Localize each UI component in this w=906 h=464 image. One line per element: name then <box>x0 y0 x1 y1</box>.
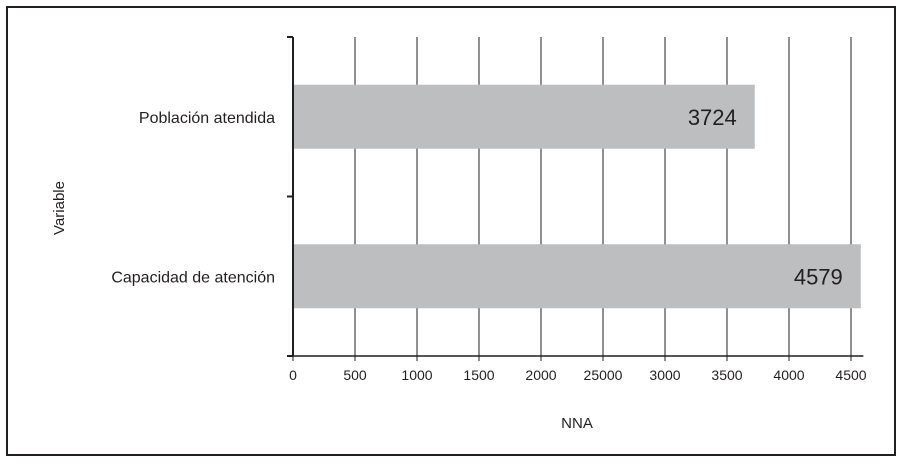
x-tick-label: 0 <box>289 367 297 383</box>
data-labels: 3724 4579 <box>688 105 843 290</box>
x-tick-label: 1000 <box>401 367 432 383</box>
x-tick-label: 3000 <box>649 367 680 383</box>
x-tick-label: 2000 <box>525 367 556 383</box>
x-tick-labels: 0 500 1000 1500 2000 25000 3000 3500 4000 4500 <box>289 367 867 383</box>
bar <box>293 84 755 149</box>
category-label: Población atendida <box>139 110 275 127</box>
x-tick-label: 4000 <box>773 367 804 383</box>
data-label: 3724 <box>688 105 737 130</box>
axes <box>287 36 864 361</box>
x-tick-label: 3500 <box>711 367 742 383</box>
category-labels: Población atendida Capacidad de atención <box>111 110 275 287</box>
x-tick-label: 1500 <box>463 367 494 383</box>
bars <box>293 84 861 309</box>
y-axis-label: Variable <box>51 181 68 235</box>
category-label: Capacidad de atención <box>111 269 275 286</box>
x-tick-label: 4500 <box>835 367 866 383</box>
chart-frame <box>6 6 896 456</box>
x-tick-label: 25000 <box>584 367 623 383</box>
bar <box>293 244 861 309</box>
x-axis-label: NNA <box>561 415 593 432</box>
data-label: 4579 <box>794 264 843 289</box>
x-tick-label: 500 <box>343 367 367 383</box>
